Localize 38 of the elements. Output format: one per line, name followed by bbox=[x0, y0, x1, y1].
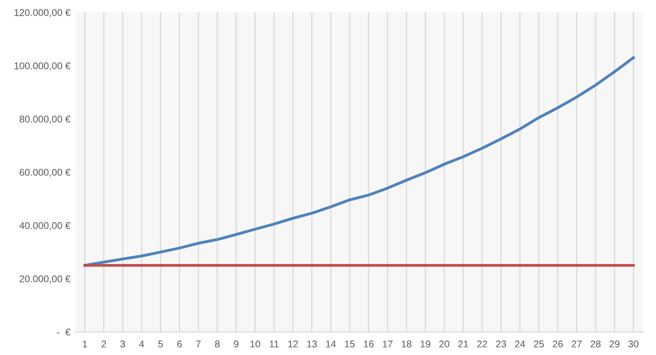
x-tick-label: 27 bbox=[572, 340, 582, 348]
y-tick-label: 100.000,00 € bbox=[14, 62, 70, 70]
x-tick-label: 2 bbox=[102, 340, 106, 348]
x-tick-label: 12 bbox=[288, 340, 298, 348]
x-tick-label: 1 bbox=[82, 340, 88, 348]
x-tick-label: 4 bbox=[139, 340, 144, 348]
line-series bbox=[84, 56, 635, 267]
x-tick-label: 10 bbox=[250, 340, 260, 348]
y-tick-label: 80.000,00 € bbox=[20, 116, 70, 124]
x-tick-label: 16 bbox=[364, 340, 374, 348]
y-tick-label: 20.000,00 € bbox=[20, 275, 70, 284]
x-tick-label: 30 bbox=[628, 340, 638, 348]
x-tick-label: 17 bbox=[382, 340, 392, 348]
x-tick-label: 21 bbox=[458, 340, 468, 348]
x-tick-label: 14 bbox=[326, 340, 336, 348]
x-tick-label: 15 bbox=[345, 340, 355, 348]
x-tick-label: 6 bbox=[177, 340, 182, 348]
x-tick-label: 7 bbox=[196, 340, 201, 348]
y-tick-label: - € bbox=[56, 328, 70, 336]
x-tick-label: 3 bbox=[120, 340, 126, 348]
x-tick-label: 20 bbox=[439, 340, 450, 348]
x-tick-label: 28 bbox=[590, 340, 601, 348]
x-tick-label: 18 bbox=[402, 340, 412, 348]
y-tick-label: 120.000,00 € bbox=[14, 9, 70, 18]
y-tick-label: 60.000,00 € bbox=[20, 168, 70, 177]
x-tick-label: 29 bbox=[610, 340, 620, 348]
x-tick-label: 13 bbox=[307, 340, 317, 348]
x-tick-label: 8 bbox=[215, 340, 220, 348]
x-tick-label: 11 bbox=[270, 340, 279, 348]
x-tick-label: 19 bbox=[420, 340, 430, 348]
x-tick-label: 26 bbox=[552, 340, 563, 348]
x-tick-label: 25 bbox=[534, 340, 544, 348]
x-tick-label: 23 bbox=[496, 340, 506, 348]
x-tick-label: 5 bbox=[158, 340, 163, 348]
x-tick-label: 9 bbox=[234, 340, 238, 348]
x-tick-label: 22 bbox=[477, 340, 488, 348]
y-tick-label: 40.000,00 € bbox=[19, 222, 70, 230]
x-tick-label: 24 bbox=[515, 340, 526, 348]
